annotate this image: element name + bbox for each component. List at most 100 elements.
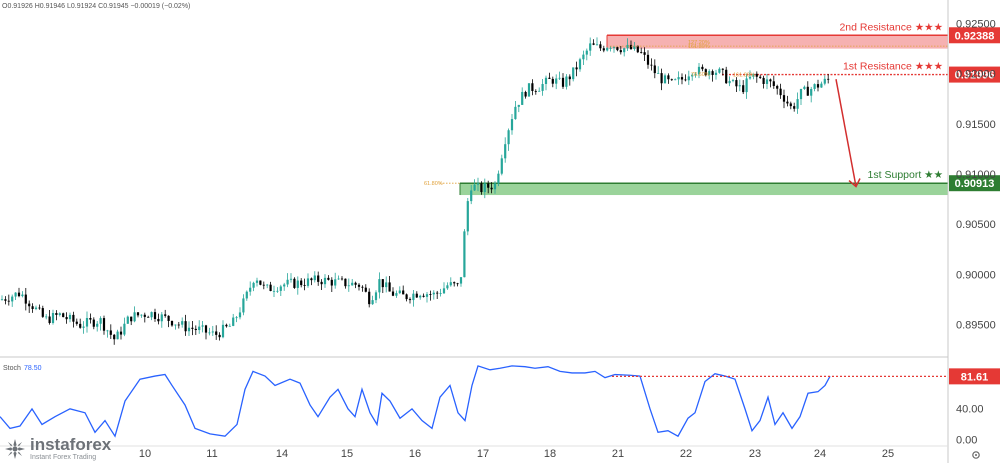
candle-body <box>667 75 670 80</box>
price-pane: O0.91926 H0.91946 L0.91924 C0.91945 −0.0… <box>0 3 1000 345</box>
candle-body <box>143 314 146 317</box>
resistance-zone-2 <box>607 35 948 49</box>
candle-body <box>487 183 490 188</box>
candle-body <box>181 321 184 325</box>
candle-body <box>510 119 514 131</box>
candle-body <box>313 275 316 281</box>
candle-body <box>714 72 718 75</box>
candle-body <box>534 90 537 92</box>
candle-body <box>473 184 476 191</box>
level-value-label-1: 0.91996 <box>955 70 995 82</box>
candle-body <box>718 68 721 73</box>
candle-body <box>745 78 748 93</box>
candle-body <box>609 47 612 49</box>
candle-body <box>453 282 456 284</box>
support-zone-1 <box>460 183 948 196</box>
candle-body <box>289 278 293 280</box>
candle-body <box>408 299 412 301</box>
candle-body <box>816 84 820 88</box>
level-value-box-0 <box>949 27 1000 44</box>
candle-body <box>385 282 388 288</box>
candle-body <box>269 284 272 292</box>
candle-body <box>823 78 826 84</box>
candle-body <box>344 278 347 287</box>
candle-body <box>92 319 95 327</box>
candle-body <box>79 323 82 328</box>
candle-body <box>215 331 218 335</box>
time-tick-label: 10 <box>139 448 151 460</box>
time-tick-label: 21 <box>612 448 624 460</box>
candle-body <box>653 65 656 74</box>
level-value-label-0: 0.92388 <box>955 30 995 42</box>
candle-body <box>262 284 265 286</box>
brand-name: instaforex <box>30 435 112 454</box>
time-axis[interactable]: 10 11 14 15 16 17 18 21 22 23 24 25 <box>139 448 894 460</box>
candle-body <box>735 80 738 87</box>
candle-body <box>184 321 187 332</box>
level-label-support-2: 1st Support ★★ <box>868 169 944 181</box>
settings-gear-icon[interactable] <box>972 451 980 459</box>
candles-layer <box>0 37 830 345</box>
stoch-title-value: 78.50 <box>24 365 42 372</box>
fib-label: 78.60% <box>691 72 710 78</box>
candle-body <box>4 299 7 301</box>
candle-body <box>578 59 582 70</box>
candle-body <box>208 332 211 334</box>
candle-body <box>575 67 578 70</box>
candle-body <box>68 314 72 320</box>
candle-body <box>541 83 544 91</box>
candle-body <box>317 275 320 282</box>
candle-body <box>799 88 803 100</box>
candle-body <box>663 75 667 84</box>
price-axis[interactable]: 0.92500 0.92000 0.91500 0.91000 0.90500 0.900… <box>956 19 996 332</box>
candle-body <box>113 334 116 340</box>
arrow-shaft <box>835 79 857 187</box>
candle-body <box>626 44 629 49</box>
stoch-tick-label: 0.00 <box>956 435 977 447</box>
candle-body <box>21 294 24 297</box>
candle-body <box>531 83 534 91</box>
candle-body <box>334 279 337 286</box>
candle-body <box>606 48 609 51</box>
candle-body <box>636 45 639 53</box>
candle-body <box>402 290 405 295</box>
fib-labels-layer: 61.80%127.20%161.80%78.60% 161.80% <box>424 40 948 187</box>
candle-body <box>772 81 775 86</box>
candle-body <box>711 71 714 75</box>
candle-body <box>330 279 333 286</box>
candle-body <box>568 76 571 80</box>
candle-body <box>296 280 299 288</box>
candle-body <box>680 77 684 80</box>
candle-body <box>75 321 78 324</box>
candle-body <box>170 320 174 326</box>
candle-body <box>259 280 262 285</box>
candle-body <box>347 285 350 287</box>
candle-body <box>521 91 524 105</box>
time-tick-label: 18 <box>544 448 556 460</box>
candle-body <box>820 83 823 88</box>
candle-body <box>738 85 741 87</box>
candle-body <box>748 76 752 79</box>
stoch-axis[interactable]: 40.00 0.00 <box>956 403 984 446</box>
candle-body <box>374 292 378 301</box>
candle-body <box>796 99 799 109</box>
candle-body <box>41 308 44 317</box>
candle-body <box>395 293 398 296</box>
candle-body <box>286 279 289 285</box>
candle-body <box>361 286 364 288</box>
candle-body <box>803 86 806 89</box>
candle-body <box>221 324 225 338</box>
candle-body <box>327 277 330 280</box>
candle-body <box>140 314 143 316</box>
instaforex-logo-icon <box>5 438 25 459</box>
candle-body <box>276 290 279 292</box>
candle-body <box>320 281 323 285</box>
candle-body <box>786 101 789 104</box>
candle-body <box>602 48 605 51</box>
candle-body <box>612 47 616 48</box>
candle-body <box>463 231 466 278</box>
candle-body <box>218 334 221 338</box>
candle-body <box>589 43 592 51</box>
candle-body <box>323 277 327 285</box>
